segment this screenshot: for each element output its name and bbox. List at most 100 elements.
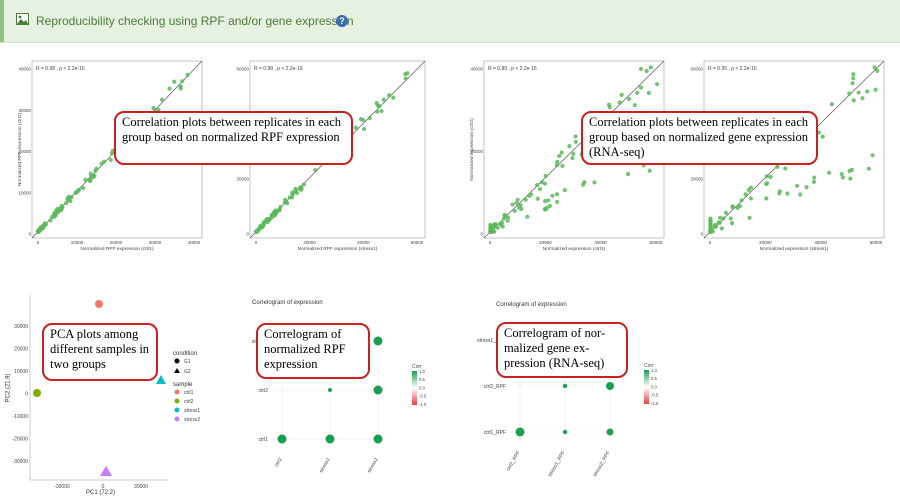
y-tick-label: 20000	[470, 149, 483, 154]
data-point	[764, 174, 769, 179]
y-tick-label: 60000	[690, 67, 703, 72]
correlogram-col-label: ctrl2_RPF	[505, 450, 521, 472]
correlation-circle	[606, 428, 614, 436]
y-tick-label: 20000	[236, 177, 249, 182]
data-point	[547, 203, 553, 209]
correlation-circle	[325, 434, 335, 444]
data-point	[847, 168, 852, 174]
data-point	[866, 166, 871, 171]
correlogram-row-label: stress1_RPF	[477, 338, 506, 344]
x-tick-label: 60000	[650, 240, 663, 245]
data-point	[826, 170, 832, 175]
pca-x-tick-label: 0	[102, 484, 105, 490]
data-point	[48, 218, 53, 223]
pca-legend-sample-title: sample	[173, 382, 193, 388]
data-point	[570, 156, 575, 161]
x-axis-label: Normalized expression (stress1)	[760, 246, 829, 252]
data-point	[178, 84, 183, 89]
data-point	[783, 166, 788, 171]
data-point	[848, 176, 853, 181]
pca-point-stress2	[100, 466, 112, 476]
data-point	[379, 108, 384, 114]
x-tick-label: 0	[255, 240, 258, 245]
data-point	[537, 186, 543, 192]
data-point	[83, 177, 88, 182]
data-point	[635, 90, 640, 96]
legend-sample-swatch	[174, 416, 180, 422]
data-point	[264, 217, 270, 222]
corr-legend-title: Corr	[644, 363, 654, 369]
y-axis-label: Normalized RPF expression (ctrl2)	[18, 112, 23, 186]
data-point	[775, 164, 780, 170]
correlogram-col-label: stress2	[366, 457, 379, 474]
correlation-stat: R = 0.89 , p < 2.2e-16	[488, 66, 537, 72]
data-point	[502, 216, 507, 221]
data-point	[747, 215, 752, 220]
data-point	[571, 151, 576, 156]
data-point	[375, 103, 381, 108]
legend-shape-triangle	[174, 368, 180, 373]
data-point	[403, 76, 408, 81]
data-point	[273, 208, 278, 213]
data-point	[717, 215, 723, 220]
pca-y-tick-label: -10000	[12, 414, 28, 420]
y-tick-label: 30000	[18, 108, 31, 113]
data-point	[812, 175, 817, 180]
data-point	[710, 229, 715, 234]
correlation-stat: R = 0.95 , p < 2.2e-16	[708, 66, 757, 72]
data-point	[543, 199, 548, 204]
data-point	[708, 224, 713, 229]
callout-gene-correlogram: Correlogram of nor-malized gene ex-press…	[496, 322, 628, 378]
x-axis-label: Normalized RPF expression (ctrl1)	[80, 246, 154, 252]
data-point	[515, 197, 520, 202]
pca-point-ctrl1	[95, 300, 103, 308]
corr-legend-title: Corr	[412, 364, 422, 370]
correlation-circle	[328, 388, 332, 392]
callout-pca: PCA plots among different samples in two…	[42, 323, 158, 381]
data-point	[860, 96, 865, 101]
data-point	[405, 71, 410, 76]
correlation-circle	[277, 434, 287, 444]
data-point	[573, 134, 578, 139]
correlogram-col-label: ctrl2	[274, 457, 284, 468]
data-point	[362, 126, 367, 132]
corr-legend-bar	[644, 370, 649, 404]
data-point	[254, 229, 259, 234]
correlation-circle	[515, 427, 525, 437]
pca-point-stress1	[156, 375, 166, 384]
data-point	[512, 208, 517, 213]
corr-legend-tick: 0.5	[419, 377, 425, 382]
data-point	[101, 159, 107, 164]
data-point	[185, 72, 190, 77]
correlation-stat: R = 0.98 , p < 2.2e-16	[36, 66, 85, 72]
data-point	[847, 91, 852, 96]
data-point	[534, 182, 540, 188]
data-point	[619, 92, 624, 98]
data-point	[739, 198, 744, 203]
legend-sample-swatch	[174, 389, 180, 395]
question-circle-icon[interactable]: ?	[336, 15, 348, 27]
data-point	[55, 206, 60, 212]
data-point	[88, 177, 93, 183]
legend-condition-label: G1	[184, 359, 191, 365]
data-point	[151, 106, 156, 111]
data-point	[554, 199, 560, 205]
data-point	[510, 202, 515, 207]
correlogram-row-label: ctrl2_RPF	[484, 384, 506, 390]
y-tick-label: 40000	[470, 67, 483, 72]
x-tick-label: 20000	[539, 240, 552, 245]
y-tick-label: 0	[480, 232, 483, 237]
x-tick-label: 0	[709, 240, 712, 245]
data-point	[777, 189, 782, 194]
callout-gene-correlation: Correlation plots between replicates in …	[581, 111, 818, 165]
section-header: Reproducibility checking using RPF and/o…	[0, 0, 900, 43]
correlogram-col-label: stress1_RPF	[547, 450, 567, 478]
section-title: Reproducibility checking using RPF and/o…	[36, 14, 354, 28]
data-point	[498, 221, 503, 227]
data-point	[557, 153, 562, 159]
correlogram-col-label: stress1	[318, 457, 331, 474]
data-point	[361, 117, 366, 123]
legend-sample-swatch	[174, 398, 180, 404]
data-point	[839, 171, 844, 177]
data-point	[301, 182, 307, 187]
